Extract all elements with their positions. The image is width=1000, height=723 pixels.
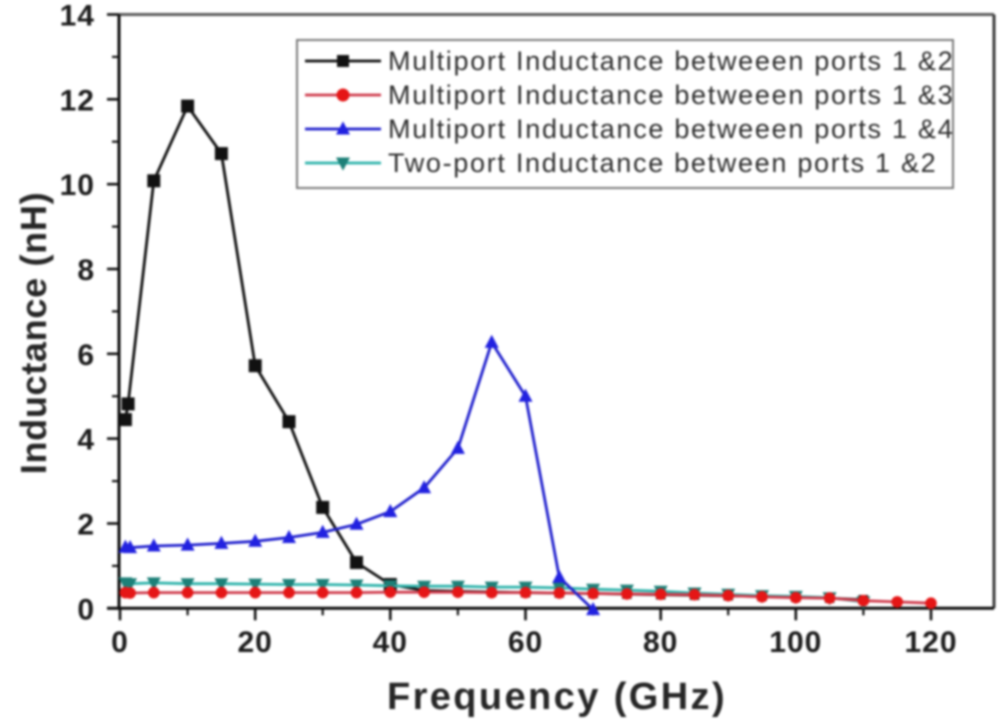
- svg-text:60: 60: [508, 626, 543, 659]
- svg-text:2: 2: [77, 509, 95, 542]
- svg-text:Multiport Inductance betweeen: Multiport Inductance betweeen ports 1 &3: [388, 80, 954, 110]
- svg-text:Multiport Inductance betweeen: Multiport Inductance betweeen ports 1 &2: [388, 46, 954, 76]
- svg-text:12: 12: [60, 84, 95, 117]
- svg-text:0: 0: [77, 593, 95, 626]
- svg-text:Multiport Inductance betweeen: Multiport Inductance betweeen ports 1 &4: [388, 114, 954, 144]
- svg-text:40: 40: [373, 626, 408, 659]
- svg-text:80: 80: [643, 626, 678, 659]
- svg-text:14: 14: [60, 0, 95, 33]
- svg-text:4: 4: [77, 424, 95, 457]
- svg-text:Two-port Inductance between po: Two-port Inductance between ports 1 &2: [388, 148, 937, 178]
- svg-text:100: 100: [769, 626, 822, 659]
- svg-text:120: 120: [904, 626, 957, 659]
- svg-text:Inductance (nH): Inductance (nH): [13, 192, 54, 475]
- svg-text:10: 10: [60, 169, 95, 202]
- svg-text:8: 8: [77, 254, 95, 287]
- svg-text:20: 20: [238, 626, 273, 659]
- svg-text:6: 6: [77, 339, 95, 372]
- svg-text:0: 0: [111, 626, 129, 659]
- svg-text:Frequency (GHz): Frequency (GHz): [387, 676, 727, 718]
